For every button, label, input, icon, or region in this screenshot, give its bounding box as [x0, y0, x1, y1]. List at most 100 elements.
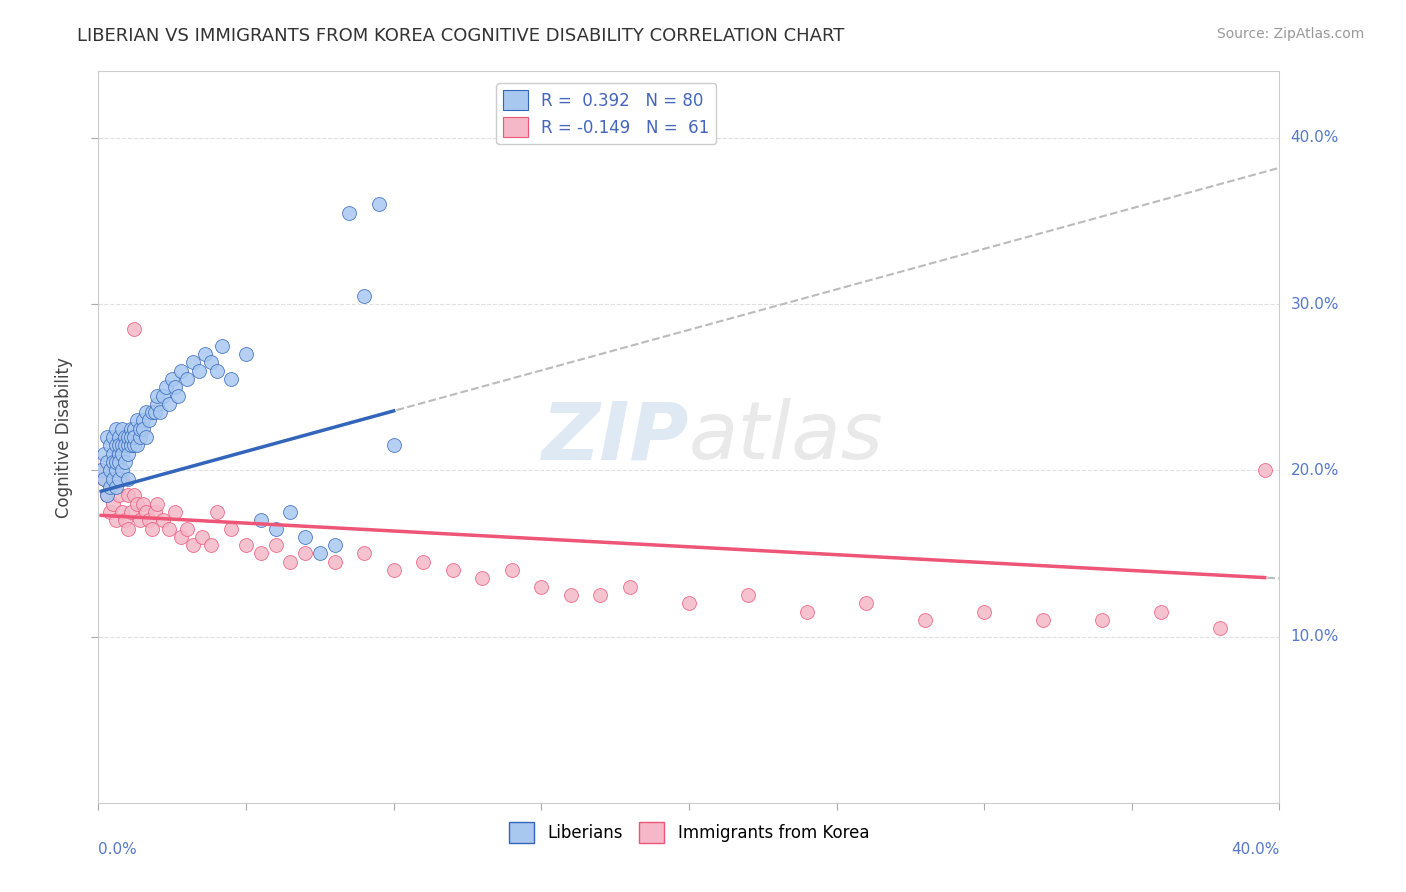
Point — [146, 397, 169, 411]
Point — [108, 455, 131, 469]
Point — [111, 463, 134, 477]
Text: Source: ZipAtlas.com: Source: ZipAtlas.com — [1216, 27, 1364, 41]
Point — [93, 472, 115, 486]
Point — [194, 347, 217, 361]
Point — [973, 605, 995, 619]
Point — [105, 422, 128, 436]
Point — [152, 388, 174, 402]
Point — [191, 530, 214, 544]
Point — [122, 438, 145, 452]
Point — [143, 505, 166, 519]
Point — [471, 571, 494, 585]
Point — [205, 363, 228, 377]
Point — [96, 455, 118, 469]
Point — [117, 488, 139, 502]
Point — [120, 438, 142, 452]
Point — [93, 472, 115, 486]
Point — [111, 422, 134, 436]
Text: 40.0%: 40.0% — [1232, 842, 1279, 856]
Point — [105, 455, 128, 469]
Point — [211, 338, 233, 352]
Point — [368, 197, 391, 211]
Text: 0.0%: 0.0% — [98, 842, 138, 856]
Point — [105, 513, 128, 527]
Point — [132, 413, 155, 427]
Point — [146, 497, 169, 511]
Point — [117, 430, 139, 444]
Point — [114, 513, 136, 527]
Point — [221, 521, 243, 535]
Point — [1254, 463, 1277, 477]
Point — [221, 372, 243, 386]
Point — [165, 505, 187, 519]
Point — [103, 497, 125, 511]
Point — [117, 472, 139, 486]
Text: 40.0%: 40.0% — [1291, 130, 1339, 145]
Point — [108, 447, 131, 461]
Point — [235, 347, 257, 361]
Point — [1150, 605, 1173, 619]
Point — [125, 413, 148, 427]
Point — [135, 430, 157, 444]
Point — [339, 205, 361, 219]
Point — [98, 480, 121, 494]
Point — [98, 463, 121, 477]
Text: LIBERIAN VS IMMIGRANTS FROM KOREA COGNITIVE DISABILITY CORRELATION CHART: LIBERIAN VS IMMIGRANTS FROM KOREA COGNIT… — [77, 27, 845, 45]
Point — [143, 405, 166, 419]
Point — [141, 521, 163, 535]
Point — [152, 513, 174, 527]
Point — [125, 497, 148, 511]
Point — [117, 438, 139, 452]
Point — [250, 513, 273, 527]
Point — [120, 505, 142, 519]
Point — [111, 438, 134, 452]
Point — [96, 430, 118, 444]
Point — [200, 355, 222, 369]
Point — [678, 596, 700, 610]
Point — [128, 430, 150, 444]
Point — [122, 430, 145, 444]
Point — [141, 405, 163, 419]
Point — [170, 530, 193, 544]
Text: atlas: atlas — [689, 398, 884, 476]
Point — [117, 447, 139, 461]
Point — [132, 497, 155, 511]
Point — [103, 455, 125, 469]
Point — [589, 588, 612, 602]
Point — [146, 388, 169, 402]
Point — [280, 505, 302, 519]
Point — [128, 513, 150, 527]
Point — [796, 605, 818, 619]
Point — [1032, 613, 1054, 627]
Point — [114, 430, 136, 444]
Point — [250, 546, 273, 560]
Point — [132, 422, 155, 436]
Point — [122, 488, 145, 502]
Point — [855, 596, 877, 610]
Point — [108, 488, 131, 502]
Text: 10.0%: 10.0% — [1291, 629, 1339, 644]
Point — [90, 463, 112, 477]
Point — [165, 380, 187, 394]
Point — [1091, 613, 1114, 627]
Text: 30.0%: 30.0% — [1291, 297, 1339, 311]
Point — [353, 546, 375, 560]
Point — [103, 430, 125, 444]
Point — [382, 438, 405, 452]
Point — [157, 521, 180, 535]
Point — [111, 505, 134, 519]
Point — [176, 372, 198, 386]
Text: 20.0%: 20.0% — [1291, 463, 1339, 478]
Point — [111, 447, 134, 461]
Point — [128, 422, 150, 436]
Point — [162, 372, 183, 386]
Point — [135, 505, 157, 519]
Y-axis label: Cognitive Disability: Cognitive Disability — [55, 357, 73, 517]
Point — [138, 413, 160, 427]
Point — [149, 405, 172, 419]
Point — [98, 505, 121, 519]
Point — [103, 463, 125, 477]
Point — [530, 580, 553, 594]
Point — [176, 521, 198, 535]
Point — [105, 480, 128, 494]
